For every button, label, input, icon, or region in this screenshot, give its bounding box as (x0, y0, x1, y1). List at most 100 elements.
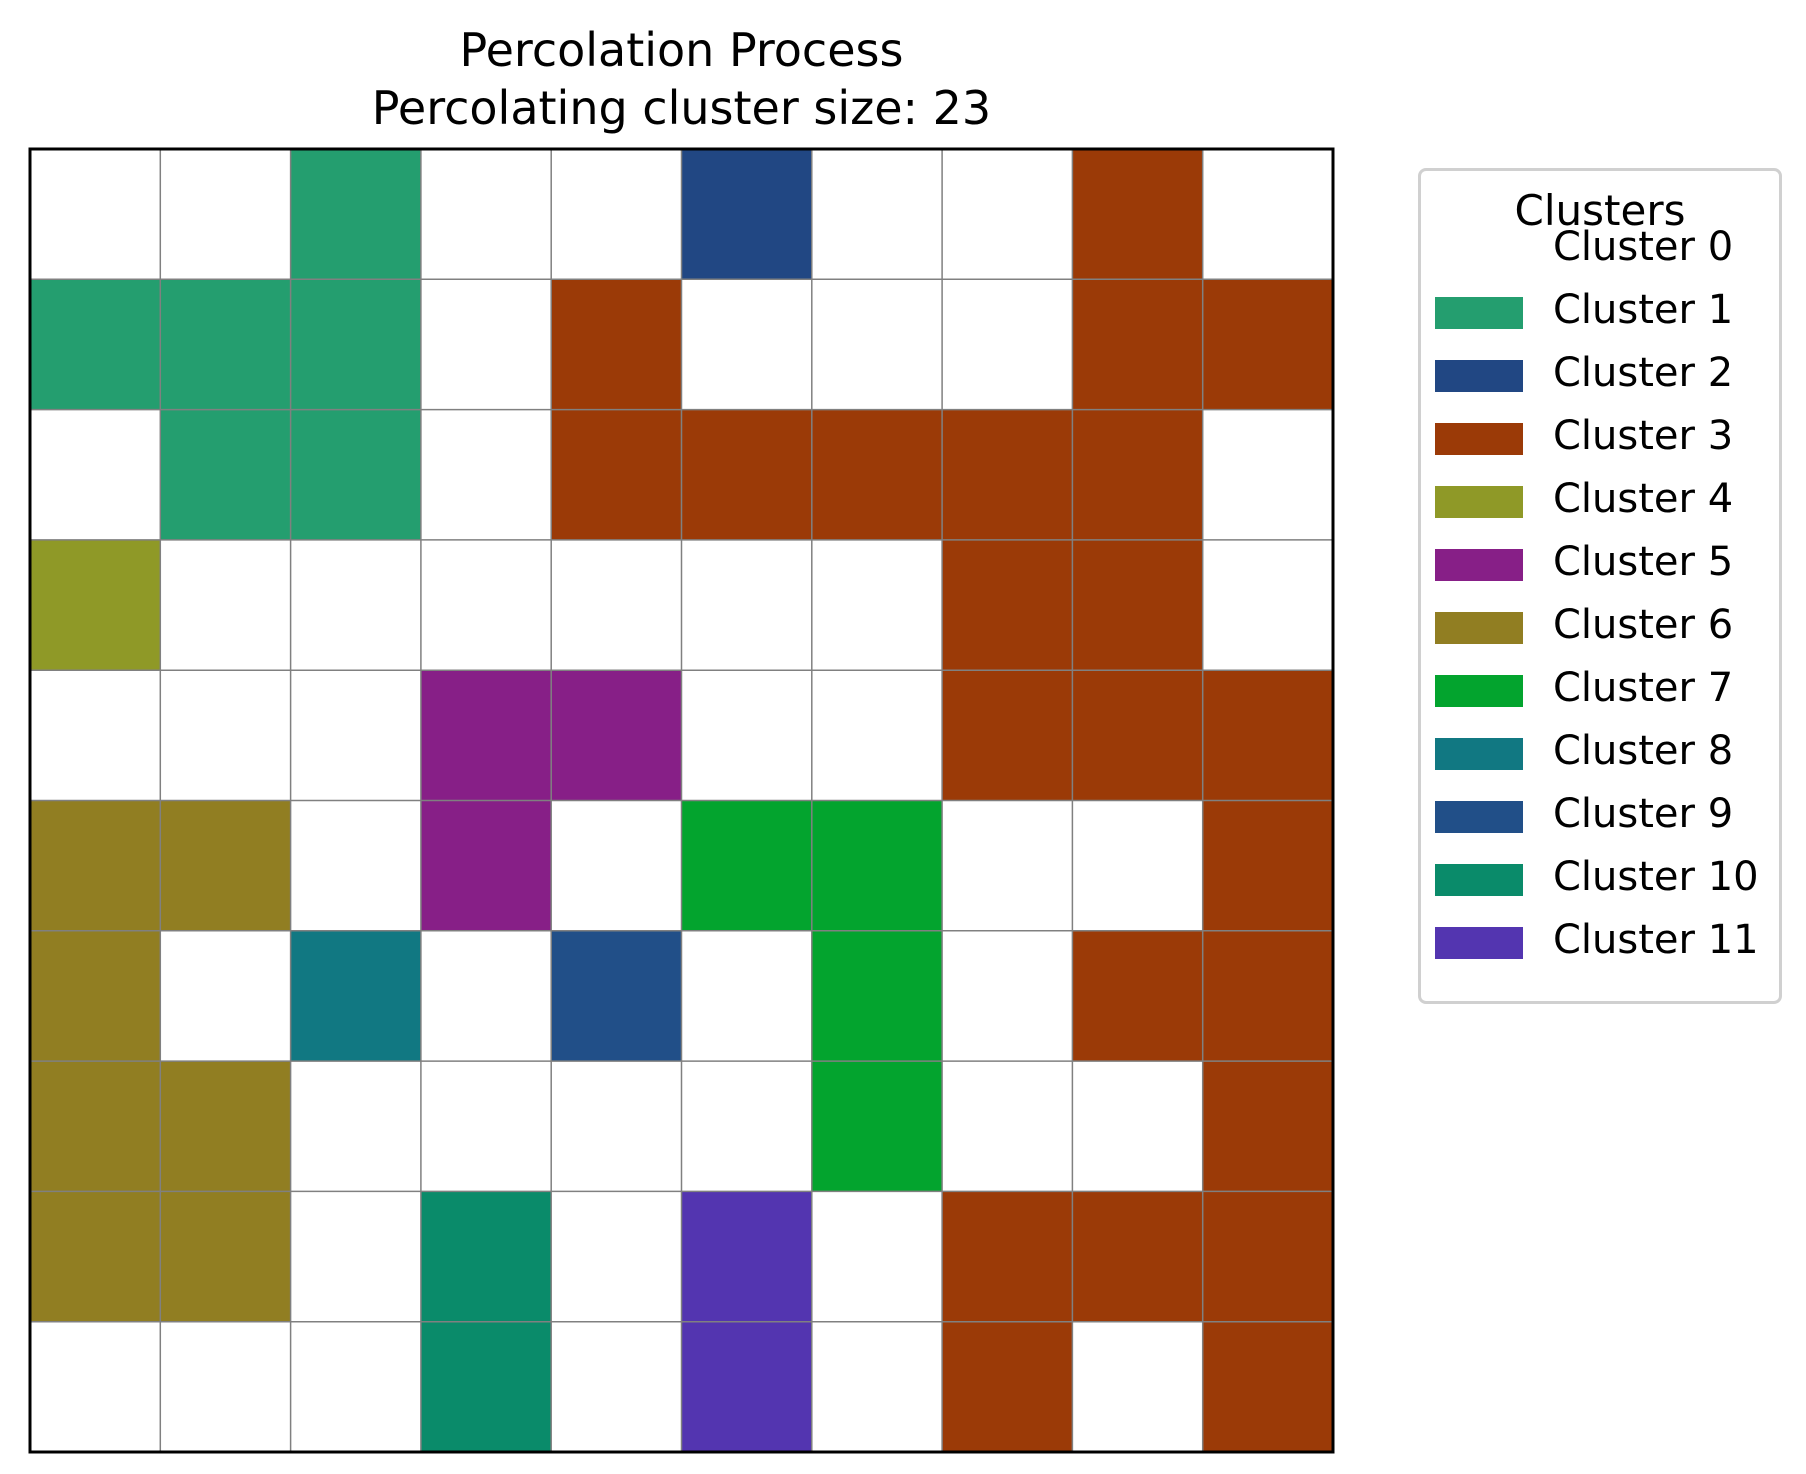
grid-cell-cluster-3 (1202, 930, 1333, 1062)
legend-label: Cluster 4 (1553, 476, 1734, 522)
legend-label: Cluster 10 (1553, 854, 1759, 900)
grid-cell-cluster-5 (420, 800, 552, 931)
grid-cell-cluster-0 (1072, 1061, 1203, 1192)
legend-swatch (1435, 738, 1523, 770)
grid-cell-cluster-3 (811, 409, 943, 540)
legend-item: Cluster 10 (1421, 846, 1779, 909)
grid-cell-cluster-0 (811, 1321, 943, 1452)
legend-item: Cluster 9 (1421, 783, 1779, 846)
legend-item: Cluster 4 (1421, 468, 1779, 531)
legend-swatch (1435, 360, 1523, 392)
grid-cell-cluster-3 (1072, 930, 1203, 1062)
grid-cell-cluster-1 (30, 279, 161, 410)
grid-cell-cluster-7 (811, 930, 943, 1062)
grid-cell-cluster-0 (551, 800, 682, 931)
grid-cell-cluster-3 (942, 1191, 1073, 1322)
legend-swatch (1435, 801, 1523, 833)
grid-cell-cluster-0 (420, 149, 552, 280)
legend-swatch (1435, 864, 1523, 896)
legend-title: Clusters (1514, 186, 1686, 235)
grid-cell-cluster-0 (160, 149, 291, 280)
grid-cell-cluster-6 (30, 930, 161, 1062)
grid-cell-cluster-0 (1072, 1321, 1203, 1452)
grid-cell-cluster-0 (551, 539, 682, 671)
grid-cell-cluster-0 (811, 670, 943, 801)
grid-cell-cluster-0 (160, 1321, 291, 1452)
grid-cell-cluster-3 (1202, 1191, 1333, 1322)
legend-item: Cluster 11 (1421, 909, 1779, 972)
legend-item: Cluster 7 (1421, 657, 1779, 720)
grid-cell-cluster-5 (420, 670, 552, 801)
chart-title: Percolation Process (459, 23, 904, 77)
grid-cell-cluster-3 (1072, 279, 1203, 410)
grid-cell-cluster-3 (681, 409, 812, 540)
legend-label: Cluster 3 (1553, 413, 1734, 459)
grid-cell-cluster-0 (290, 1061, 421, 1192)
grid-cell-cluster-0 (551, 1321, 682, 1452)
grid-cell-cluster-6 (30, 800, 161, 931)
legend-label: Cluster 5 (1553, 539, 1734, 585)
grid-cell-cluster-0 (811, 1191, 943, 1322)
grid-cell-cluster-11 (681, 1191, 812, 1322)
legend-label: Cluster 8 (1553, 728, 1734, 774)
grid-cell-cluster-0 (290, 539, 421, 671)
grid-cell-cluster-3 (942, 409, 1073, 540)
legend-item: Cluster 5 (1421, 531, 1779, 594)
grid-cell-cluster-0 (290, 670, 421, 801)
legend-label: Cluster 2 (1553, 350, 1734, 396)
legend-label: Cluster 9 (1553, 791, 1734, 837)
grid-cell-cluster-3 (1072, 149, 1203, 280)
grid-cell-cluster-3 (942, 670, 1073, 801)
grid-cell-cluster-0 (160, 930, 291, 1062)
legend-swatch (1435, 234, 1523, 266)
grid-cell-cluster-3 (942, 1321, 1073, 1452)
legend-swatch (1435, 423, 1523, 455)
grid-cell-cluster-3 (1072, 670, 1203, 801)
grid-cell-cluster-0 (551, 1061, 682, 1192)
legend-item: Cluster 3 (1421, 405, 1779, 468)
legend-label: Cluster 0 (1553, 224, 1734, 270)
grid-cell-cluster-3 (1072, 1191, 1203, 1322)
grid-cell-cluster-0 (551, 1191, 682, 1322)
grid-cell-cluster-10 (420, 1191, 552, 1322)
legend-item: Cluster 8 (1421, 720, 1779, 783)
legend-label: Cluster 11 (1553, 917, 1759, 963)
grid-cell-cluster-1 (160, 279, 291, 410)
grid-cell-cluster-3 (551, 409, 682, 540)
grid-cell-cluster-3 (551, 279, 682, 410)
grid-cell-cluster-4 (30, 539, 161, 671)
grid-cell-cluster-11 (681, 1321, 812, 1452)
grid-cell-cluster-2 (681, 149, 812, 280)
grid-cell-cluster-7 (681, 800, 812, 931)
grid-cell-cluster-0 (942, 1061, 1073, 1192)
legend-swatch (1435, 927, 1523, 959)
grid-cell-cluster-6 (160, 800, 291, 931)
legend-item: Cluster 6 (1421, 594, 1779, 657)
grid-cell-cluster-0 (420, 279, 552, 410)
grid-cell-cluster-3 (1202, 279, 1333, 410)
grid-cell-cluster-0 (811, 539, 943, 671)
grid-cell-cluster-0 (160, 670, 291, 801)
grid-cell-cluster-7 (811, 1061, 943, 1192)
grid-cell-cluster-0 (420, 930, 552, 1062)
legend-swatch (1435, 675, 1523, 707)
legend-swatch (1435, 549, 1523, 581)
plot-frame (28, 147, 1335, 1454)
grid-cell-cluster-0 (1072, 800, 1203, 931)
grid-cell-cluster-3 (1202, 670, 1333, 801)
grid-cell-cluster-1 (290, 279, 421, 410)
grid-cell-cluster-7 (811, 800, 943, 931)
legend: Clusters Cluster 0 Cluster 1 Cluster 2 Clus… (1418, 168, 1782, 1004)
grid-cell-cluster-6 (160, 1061, 291, 1192)
grid-cell-cluster-0 (420, 1061, 552, 1192)
grid-cell-cluster-1 (290, 149, 421, 280)
grid-cell-cluster-6 (160, 1191, 291, 1322)
legend-label: Cluster 6 (1553, 602, 1734, 648)
legend-label: Cluster 7 (1553, 665, 1734, 711)
grid-cell-cluster-3 (942, 539, 1073, 671)
grid-cell-cluster-0 (290, 800, 421, 931)
legend-item: Cluster 1 (1421, 279, 1779, 342)
grid-cell-cluster-0 (811, 149, 943, 280)
